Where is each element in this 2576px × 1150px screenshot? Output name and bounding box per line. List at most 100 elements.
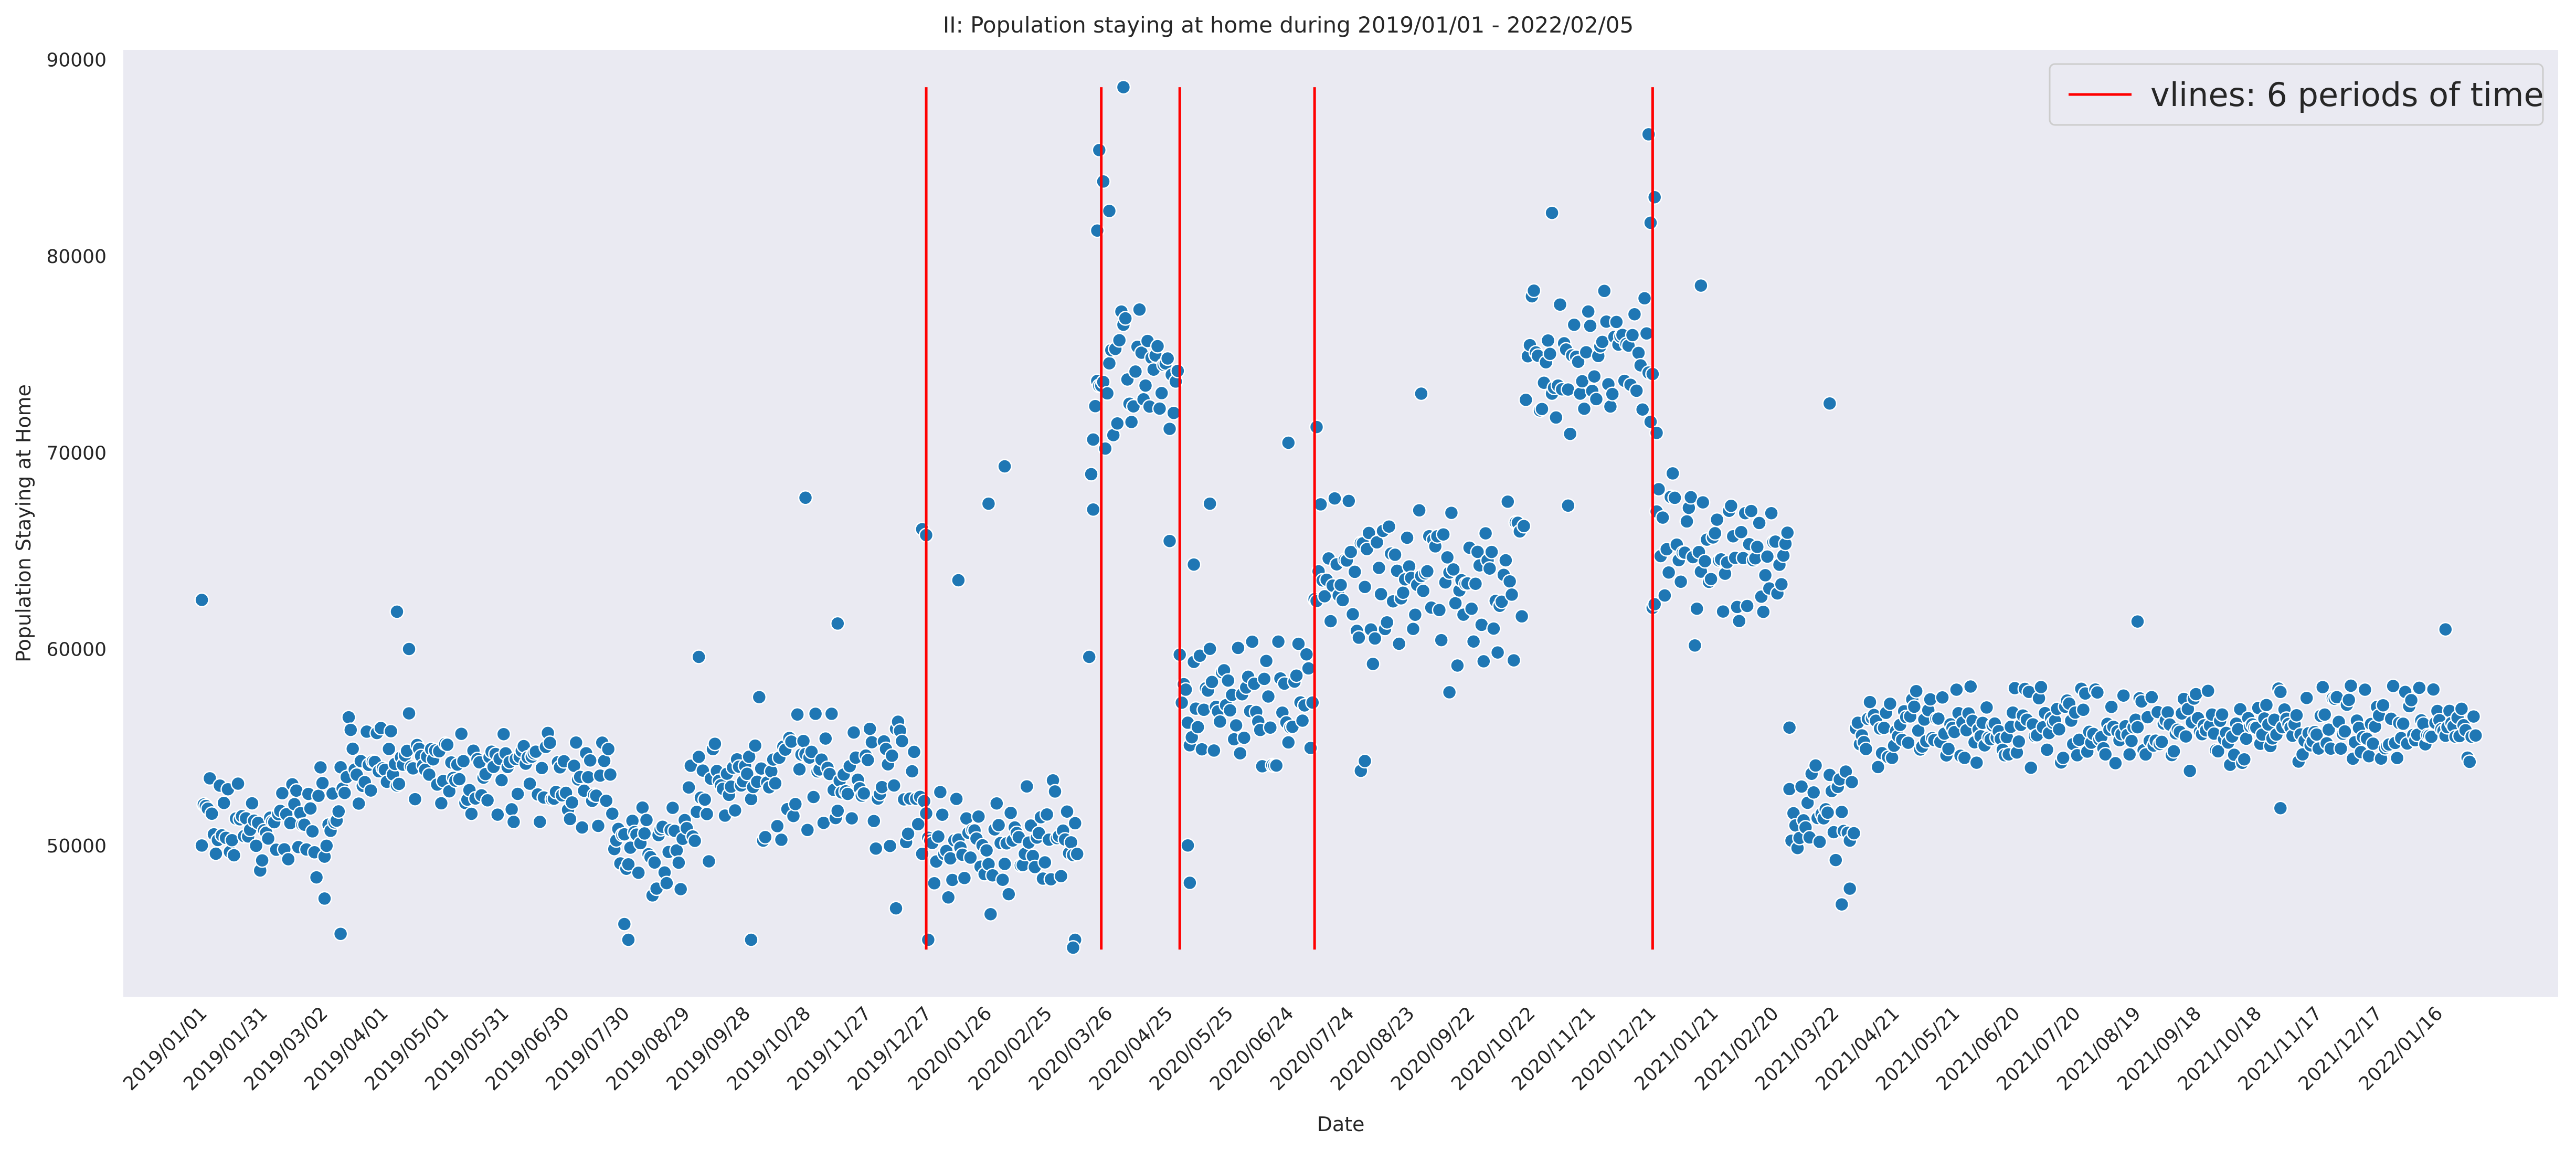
- data-point: [464, 806, 479, 821]
- data-point: [1400, 530, 1415, 545]
- x-axis-ticks: 2019/01/012019/01/312019/03/022019/04/01…: [119, 1003, 2447, 1095]
- data-point: [1110, 416, 1125, 431]
- data-point: [351, 796, 366, 811]
- data-point: [1882, 696, 1898, 711]
- data-point: [1039, 807, 1055, 822]
- data-point: [407, 792, 423, 807]
- data-point: [202, 771, 218, 786]
- data-point: [1182, 875, 1197, 891]
- data-point: [1844, 774, 1860, 790]
- data-point: [319, 838, 334, 853]
- data-point: [830, 616, 845, 631]
- data-point: [697, 792, 713, 807]
- data-point: [1202, 641, 1217, 657]
- data-point: [2466, 709, 2482, 724]
- data-point: [1979, 700, 1995, 715]
- data-point: [639, 813, 654, 828]
- data-point: [452, 772, 467, 787]
- data-point: [1588, 392, 1604, 407]
- data-point: [542, 735, 558, 751]
- data-point: [1723, 498, 1739, 514]
- data-point: [1643, 215, 1658, 230]
- data-point: [1794, 779, 1809, 794]
- data-point: [758, 829, 773, 845]
- data-point: [1542, 346, 1558, 362]
- data-point: [1333, 577, 1349, 593]
- data-point: [621, 932, 636, 947]
- data-point: [1625, 328, 1640, 343]
- data-point: [1756, 604, 1771, 619]
- data-point: [1152, 401, 1168, 416]
- data-point: [981, 496, 997, 511]
- data-point: [932, 784, 948, 800]
- data-point: [900, 826, 916, 841]
- data-point: [1170, 363, 1185, 378]
- data-point: [1222, 703, 1238, 718]
- data-point: [1082, 649, 1097, 664]
- data-point: [1901, 735, 1916, 751]
- data-point: [1571, 354, 1586, 370]
- data-point: [575, 820, 590, 835]
- data-point: [621, 857, 636, 872]
- data-point: [1037, 854, 1053, 870]
- data-point: [949, 791, 964, 807]
- data-point: [1270, 634, 1286, 649]
- data-point: [1695, 494, 1711, 510]
- data-point: [747, 738, 763, 753]
- data-point: [305, 824, 320, 839]
- data-point: [1752, 515, 1767, 531]
- data-point: [204, 806, 219, 821]
- data-point: [2395, 716, 2411, 732]
- data-point: [1162, 533, 1178, 548]
- data-point: [1231, 640, 1246, 656]
- data-point: [989, 796, 1004, 811]
- data-point: [707, 736, 723, 752]
- data-point: [930, 829, 946, 845]
- data-point: [2210, 744, 2226, 759]
- data-point: [920, 932, 936, 947]
- data-point: [886, 778, 902, 793]
- data-point: [1053, 868, 1069, 884]
- data-point: [1583, 318, 1598, 334]
- data-point: [2124, 733, 2139, 748]
- data-point: [1514, 609, 1530, 624]
- data-point: [935, 807, 950, 822]
- data-point: [1822, 396, 1838, 411]
- data-point: [1405, 621, 1421, 637]
- data-point: [568, 735, 584, 750]
- data-point: [1504, 587, 1520, 603]
- data-point: [216, 795, 231, 811]
- data-point: [1715, 604, 1731, 619]
- data-point: [1963, 679, 1978, 694]
- data-point: [1132, 302, 1147, 318]
- data-point: [1123, 414, 1139, 430]
- data-point: [1450, 658, 1465, 673]
- data-point: [647, 855, 662, 870]
- data-point: [391, 776, 407, 792]
- data-point: [1419, 564, 1435, 579]
- data-point: [341, 710, 356, 725]
- data-point: [590, 818, 606, 834]
- data-point: [343, 722, 358, 737]
- data-point: [2116, 688, 2131, 703]
- data-point: [1576, 401, 1592, 416]
- plot-area: [123, 50, 2558, 997]
- data-point: [1464, 601, 1479, 617]
- data-point: [2343, 678, 2359, 693]
- data-point: [1236, 730, 1252, 745]
- data-point: [888, 901, 904, 916]
- data-point: [2182, 763, 2198, 779]
- data-point: [194, 592, 209, 608]
- data-point: [2130, 720, 2145, 735]
- data-point: [1870, 759, 1886, 775]
- data-point: [255, 852, 270, 868]
- data-point: [510, 786, 525, 801]
- data-point: [659, 875, 674, 891]
- data-point: [480, 793, 495, 808]
- data-point: [303, 801, 318, 816]
- data-point: [1111, 333, 1127, 348]
- data-point: [691, 749, 706, 765]
- data-point: [1212, 714, 1228, 730]
- data-point: [2160, 704, 2176, 720]
- data-point: [453, 726, 469, 742]
